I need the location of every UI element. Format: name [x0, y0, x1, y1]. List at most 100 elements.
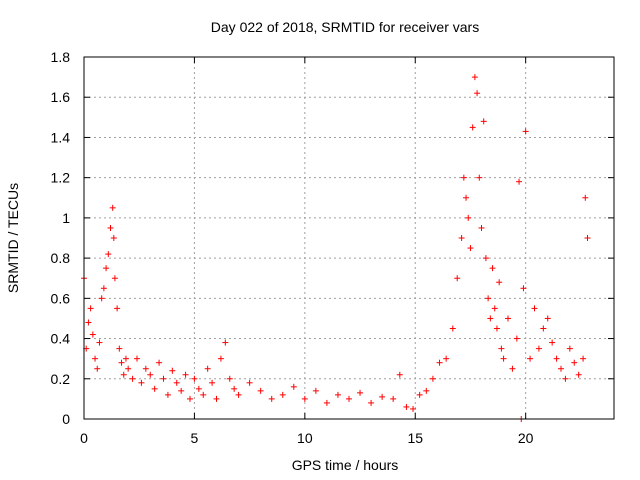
data-point	[396, 371, 403, 378]
data-point	[87, 305, 94, 312]
data-point	[290, 383, 297, 390]
data-point	[496, 279, 503, 286]
data-point	[301, 395, 308, 402]
data-point	[582, 194, 589, 201]
data-point	[129, 375, 136, 382]
data-point	[323, 399, 330, 406]
data-point	[257, 387, 264, 394]
data-point	[94, 365, 101, 372]
data-point	[436, 359, 443, 366]
data-point	[142, 365, 149, 372]
data-point	[449, 325, 456, 332]
data-point	[156, 359, 163, 366]
y-tick-label: 0.4	[51, 331, 71, 347]
data-point	[465, 214, 472, 221]
data-point	[527, 355, 534, 362]
y-tick-label: 0.8	[51, 250, 71, 266]
data-point	[463, 194, 470, 201]
data-point	[200, 391, 207, 398]
data-point	[147, 371, 154, 378]
data-point	[346, 395, 352, 402]
data-point	[580, 355, 587, 362]
data-point	[429, 375, 436, 382]
data-point	[509, 365, 516, 372]
data-point	[160, 375, 167, 382]
data-point	[105, 251, 112, 258]
data-point	[204, 365, 211, 372]
data-point	[500, 355, 507, 362]
y-tick-label: 0.2	[51, 371, 71, 387]
data-point	[474, 90, 481, 97]
data-point	[531, 305, 538, 312]
data-point	[368, 399, 375, 406]
y-tick-label: 1.2	[51, 170, 71, 186]
grid-lines	[84, 57, 614, 419]
data-point	[480, 118, 487, 125]
data-point	[522, 128, 529, 135]
data-point	[467, 245, 474, 252]
data-point	[535, 345, 542, 352]
data-point	[493, 325, 500, 332]
data-point	[118, 359, 125, 366]
data-point	[116, 345, 123, 352]
y-tick-label: 1.4	[51, 129, 71, 145]
data-point	[390, 395, 397, 402]
data-point	[469, 124, 476, 131]
data-point	[217, 355, 224, 362]
data-point	[235, 391, 242, 398]
data-point	[151, 385, 158, 392]
y-tick-label: 0.6	[51, 290, 71, 306]
data-point	[187, 395, 193, 402]
data-point	[111, 275, 118, 282]
data-point	[513, 335, 520, 342]
data-point	[173, 379, 180, 386]
data-point	[498, 345, 505, 352]
axis-ticks	[83, 56, 614, 420]
data-point	[491, 305, 498, 312]
data-point	[122, 355, 129, 362]
data-point	[109, 204, 116, 211]
y-tick-label: 1	[62, 210, 70, 226]
data-point	[505, 315, 511, 322]
data-point	[458, 235, 465, 241]
data-point	[195, 385, 202, 392]
data-point	[357, 389, 364, 396]
data-point	[549, 339, 556, 346]
data-point	[125, 365, 132, 372]
data-point	[114, 305, 121, 312]
data-point	[178, 387, 185, 394]
data-point	[107, 224, 114, 231]
data-point	[403, 403, 410, 410]
data-point	[460, 174, 467, 181]
data-point	[98, 295, 105, 302]
data-point	[478, 224, 485, 231]
y-tick-label: 1.8	[51, 49, 71, 65]
data-point	[222, 339, 229, 346]
data-point	[103, 265, 110, 272]
x-tick-label: 5	[191, 430, 199, 446]
data-point	[471, 74, 478, 81]
data-point	[544, 315, 551, 322]
data-point	[268, 395, 275, 402]
plot-frame	[83, 56, 615, 420]
data-point	[134, 355, 140, 362]
data-point	[138, 379, 145, 386]
x-tick-label: 0	[80, 430, 88, 446]
x-tick-label: 10	[297, 430, 313, 446]
data-point	[246, 379, 253, 386]
data-point	[85, 319, 92, 326]
x-tick-label: 20	[518, 430, 534, 446]
data-point	[566, 345, 573, 352]
y-tick-labels: 0 0.2 0.4 0.6 0.8 1 1.2 1.4 1.6 1.8	[51, 49, 71, 427]
data-point	[575, 371, 582, 378]
data-point	[571, 359, 578, 366]
data-point	[169, 367, 176, 374]
data-point	[120, 371, 127, 378]
data-point	[209, 379, 216, 386]
data-point	[100, 285, 107, 292]
x-tick-labels: 0 5 10 15 20	[80, 430, 534, 446]
data-point	[558, 365, 564, 372]
data-point	[226, 375, 233, 382]
data-point	[516, 178, 523, 185]
